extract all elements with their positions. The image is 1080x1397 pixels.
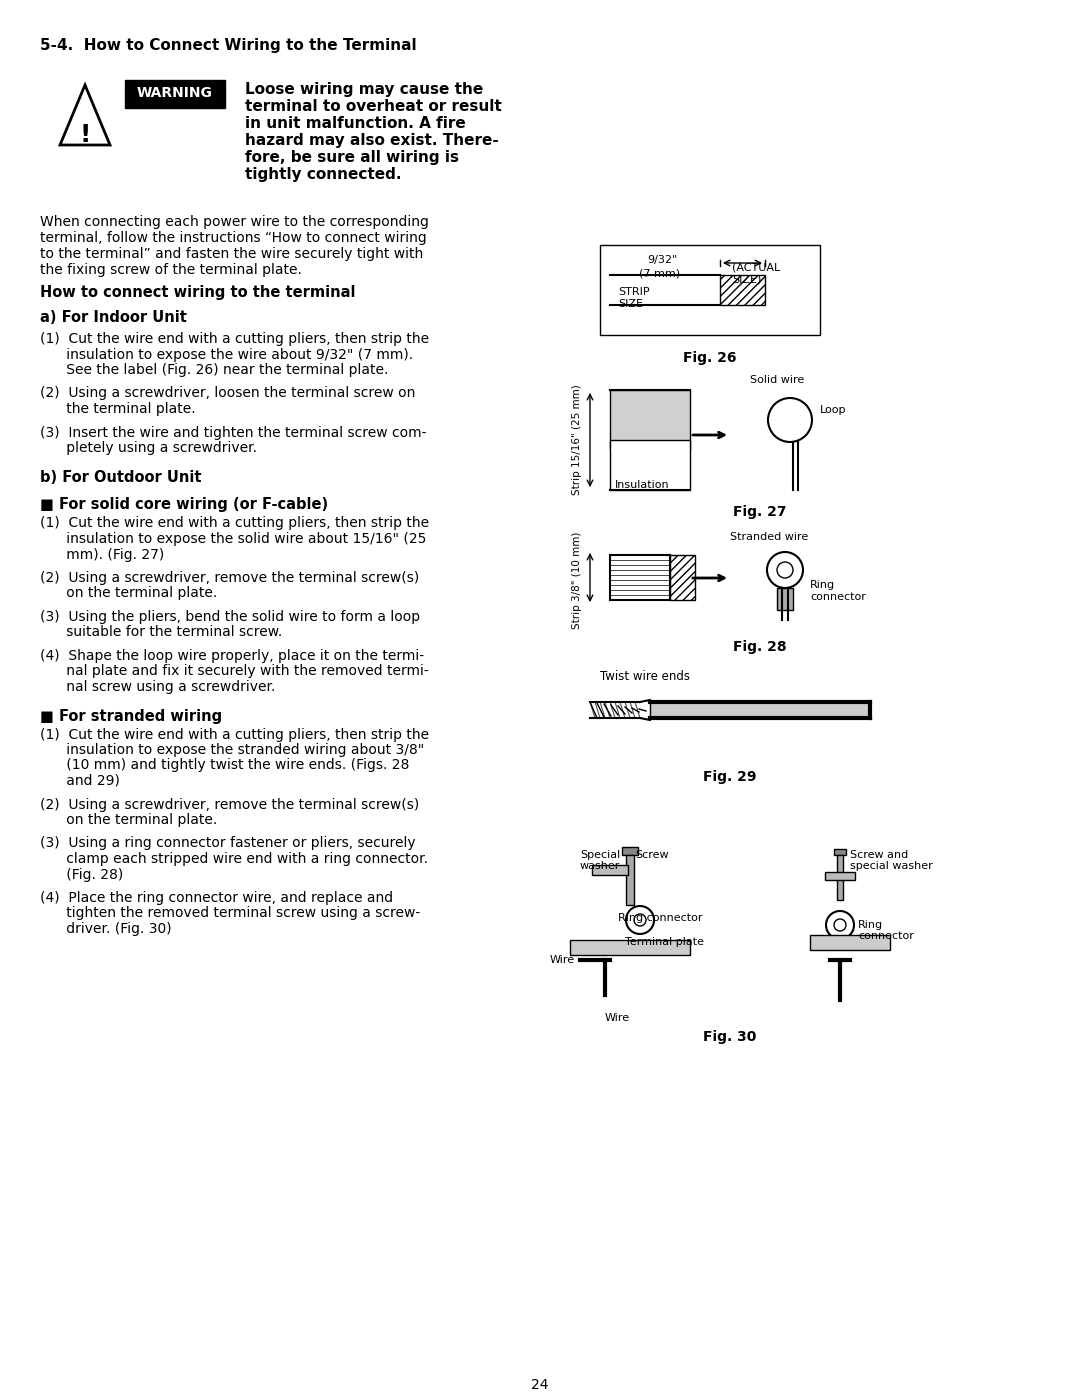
Text: Twist wire ends: Twist wire ends	[600, 671, 690, 683]
Text: (10 mm) and tightly twist the wire ends. (Figs. 28: (10 mm) and tightly twist the wire ends.…	[40, 759, 409, 773]
Text: Wire: Wire	[605, 1013, 630, 1023]
Text: When connecting each power wire to the corresponding: When connecting each power wire to the c…	[40, 215, 429, 229]
Text: Screw: Screw	[635, 849, 669, 861]
Text: Fig. 28: Fig. 28	[733, 640, 787, 654]
Text: Wire: Wire	[550, 956, 576, 965]
Text: terminal to overheat or result: terminal to overheat or result	[245, 99, 502, 115]
Text: ■ For solid core wiring (or F-cable): ■ For solid core wiring (or F-cable)	[40, 497, 328, 513]
Text: Loop: Loop	[820, 405, 847, 415]
Text: (3)  Insert the wire and tighten the terminal screw com-: (3) Insert the wire and tighten the term…	[40, 426, 427, 440]
Text: driver. (Fig. 30): driver. (Fig. 30)	[40, 922, 172, 936]
Text: (2)  Using a screwdriver, loosen the terminal screw on: (2) Using a screwdriver, loosen the term…	[40, 387, 416, 401]
Text: insulation to expose the solid wire about 15/16" (25: insulation to expose the solid wire abou…	[40, 532, 427, 546]
Text: (3)  Using a ring connector fastener or pliers, securely: (3) Using a ring connector fastener or p…	[40, 837, 416, 851]
Text: STRIP: STRIP	[618, 286, 650, 298]
Text: (3)  Using the pliers, bend the solid wire to form a loop: (3) Using the pliers, bend the solid wir…	[40, 610, 420, 624]
Text: How to connect wiring to the terminal: How to connect wiring to the terminal	[40, 285, 355, 300]
Text: insulation to expose the wire about 9/32" (7 mm).: insulation to expose the wire about 9/32…	[40, 348, 414, 362]
Text: (1)  Cut the wire end with a cutting pliers, then strip the: (1) Cut the wire end with a cutting plie…	[40, 728, 429, 742]
Text: (2)  Using a screwdriver, remove the terminal screw(s): (2) Using a screwdriver, remove the term…	[40, 798, 419, 812]
Text: b) For Outdoor Unit: b) For Outdoor Unit	[40, 469, 202, 485]
Bar	[610, 390, 690, 450]
Text: Insulation: Insulation	[615, 481, 670, 490]
Text: Fig. 29: Fig. 29	[703, 770, 757, 784]
Text: special washer: special washer	[850, 861, 933, 870]
Text: connector: connector	[810, 592, 866, 602]
Text: tightly connected.: tightly connected.	[245, 168, 402, 182]
Text: (1)  Cut the wire end with a cutting pliers, then strip the: (1) Cut the wire end with a cutting plie…	[40, 517, 429, 531]
Text: (1)  Cut the wire end with a cutting pliers, then strip the: (1) Cut the wire end with a cutting plie…	[40, 332, 429, 346]
Bar	[810, 935, 890, 950]
Text: washer: washer	[580, 861, 620, 870]
Bar	[777, 588, 793, 610]
Bar	[626, 855, 634, 905]
Bar	[600, 244, 820, 335]
Text: the fixing screw of the terminal plate.: the fixing screw of the terminal plate.	[40, 263, 302, 277]
Text: suitable for the terminal screw.: suitable for the terminal screw.	[40, 626, 282, 640]
Bar	[670, 555, 696, 599]
Text: Stranded wire: Stranded wire	[730, 532, 808, 542]
Text: !: !	[79, 123, 91, 147]
Bar	[825, 872, 855, 880]
Text: Terminal plate: Terminal plate	[625, 937, 704, 947]
Text: Loose wiring may cause the: Loose wiring may cause the	[245, 82, 483, 96]
Text: SIZE): SIZE)	[732, 275, 761, 285]
Text: in unit malfunction. A fire: in unit malfunction. A fire	[245, 116, 465, 131]
Text: Ring connector: Ring connector	[618, 914, 702, 923]
Text: (ACTUAL: (ACTUAL	[732, 263, 780, 272]
Bar	[622, 847, 638, 855]
Text: and 29): and 29)	[40, 774, 120, 788]
Text: mm). (Fig. 27): mm). (Fig. 27)	[40, 548, 164, 562]
Bar	[650, 703, 870, 718]
Text: tighten the removed terminal screw using a screw-: tighten the removed terminal screw using…	[40, 907, 420, 921]
Text: Ring: Ring	[858, 921, 883, 930]
Text: Special: Special	[580, 849, 620, 861]
Text: insulation to expose the stranded wiring about 3/8": insulation to expose the stranded wiring…	[40, 743, 424, 757]
Text: (4)  Place the ring connector wire, and replace and: (4) Place the ring connector wire, and r…	[40, 891, 393, 905]
Text: Strip 15/16" (25 mm): Strip 15/16" (25 mm)	[572, 384, 582, 496]
Text: Fig. 30: Fig. 30	[703, 1030, 757, 1044]
Text: WARNING: WARNING	[137, 87, 213, 101]
Text: (2)  Using a screwdriver, remove the terminal screw(s): (2) Using a screwdriver, remove the term…	[40, 571, 419, 585]
Bar	[837, 855, 843, 900]
Bar	[720, 275, 765, 305]
Text: to the terminal” and fasten the wire securely tight with: to the terminal” and fasten the wire sec…	[40, 247, 423, 261]
Text: SIZE: SIZE	[618, 299, 643, 309]
Text: on the terminal plate.: on the terminal plate.	[40, 587, 217, 601]
Text: pletely using a screwdriver.: pletely using a screwdriver.	[40, 441, 257, 455]
Text: 9/32": 9/32"	[647, 256, 677, 265]
Bar	[592, 865, 627, 875]
Text: Screw and: Screw and	[850, 849, 908, 861]
Bar	[570, 940, 690, 956]
Text: a) For Indoor Unit: a) For Indoor Unit	[40, 310, 187, 326]
Text: fore, be sure all wiring is: fore, be sure all wiring is	[245, 149, 459, 165]
Bar	[610, 440, 690, 490]
Text: See the label (Fig. 26) near the terminal plate.: See the label (Fig. 26) near the termina…	[40, 363, 389, 377]
Text: clamp each stripped wire end with a ring connector.: clamp each stripped wire end with a ring…	[40, 852, 428, 866]
Text: Ring: Ring	[810, 580, 835, 590]
Text: connector: connector	[858, 930, 914, 942]
Text: hazard may also exist. There-: hazard may also exist. There-	[245, 133, 499, 148]
Bar	[834, 849, 846, 855]
Text: Solid wire: Solid wire	[750, 374, 805, 386]
Text: terminal, follow the instructions “How to connect wiring: terminal, follow the instructions “How t…	[40, 231, 427, 244]
Bar	[125, 80, 225, 108]
Text: (7 mm): (7 mm)	[639, 268, 680, 278]
Text: nal screw using a screwdriver.: nal screw using a screwdriver.	[40, 680, 275, 694]
Text: nal plate and fix it securely with the removed termi-: nal plate and fix it securely with the r…	[40, 665, 429, 679]
Text: (4)  Shape the loop wire properly, place it on the termi-: (4) Shape the loop wire properly, place …	[40, 650, 424, 664]
Text: on the terminal plate.: on the terminal plate.	[40, 813, 217, 827]
Text: (Fig. 28): (Fig. 28)	[40, 868, 123, 882]
Text: Strip 3/8" (10 mm): Strip 3/8" (10 mm)	[572, 531, 582, 629]
Text: Fig. 26: Fig. 26	[684, 351, 737, 365]
Text: the terminal plate.: the terminal plate.	[40, 402, 195, 416]
Text: ■ For stranded wiring: ■ For stranded wiring	[40, 708, 222, 724]
Text: Fig. 27: Fig. 27	[733, 504, 786, 520]
Text: 24: 24	[531, 1377, 549, 1391]
Text: 5-4.  How to Connect Wiring to the Terminal: 5-4. How to Connect Wiring to the Termin…	[40, 38, 417, 53]
